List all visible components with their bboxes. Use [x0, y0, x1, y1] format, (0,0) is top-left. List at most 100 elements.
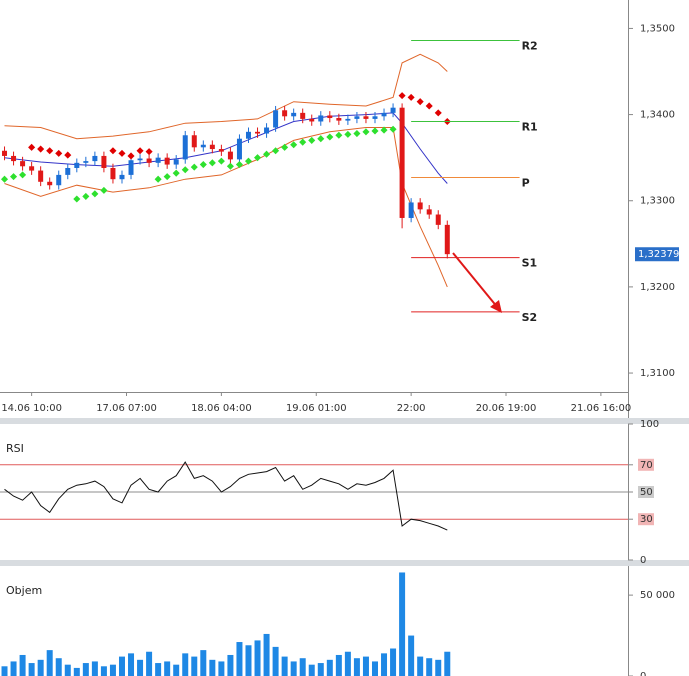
sar-dot: [344, 130, 352, 138]
sar-dot: [253, 154, 262, 162]
sar-dot: [235, 161, 243, 169]
y-tick-label: 1,3200: [640, 282, 675, 293]
candle-body: [282, 110, 288, 117]
candle-body: [101, 155, 107, 168]
panel-title: RSI: [6, 442, 24, 455]
volume-bar: [263, 633, 270, 676]
pivot-label: S1: [522, 257, 538, 270]
x-tick-label: 22:00: [397, 403, 426, 414]
volume-bar: [209, 659, 216, 676]
candle-body: [83, 161, 89, 163]
candle-body: [146, 158, 152, 163]
sar-dot: [407, 93, 415, 101]
candle-body: [309, 118, 315, 122]
pivot-label: P: [522, 176, 530, 189]
sar-dot: [145, 148, 153, 156]
volume-bar: [182, 653, 189, 676]
volume-bar: [362, 656, 369, 676]
candle-body: [164, 157, 170, 165]
volume-bar: [55, 658, 62, 676]
volume-bar: [417, 656, 424, 676]
volume-bar: [326, 659, 333, 676]
candle-body: [227, 151, 233, 160]
x-tick-label: 21.06 16:00: [571, 403, 632, 414]
volume-bar: [218, 661, 225, 676]
y-tick-label: 50 000: [640, 590, 675, 601]
candle-body: [56, 174, 62, 186]
candle-body: [2, 150, 8, 156]
sar-dot: [136, 147, 144, 155]
y-tick-label: 70: [640, 460, 653, 471]
candle-body: [399, 107, 405, 218]
volume-bar: [281, 656, 288, 676]
sar-dot: [425, 102, 433, 110]
arrow-head: [490, 300, 502, 313]
sar-dot: [244, 157, 253, 165]
sar-dot: [181, 166, 189, 174]
sar-dot: [389, 125, 397, 133]
sar-dot: [64, 151, 72, 159]
sar-dot: [163, 173, 171, 181]
sar-dot: [217, 157, 225, 165]
volume-bar: [272, 646, 279, 676]
x-tick-label: 14.06 10:00: [1, 403, 62, 414]
candle-body: [354, 116, 360, 119]
volume-bar: [236, 642, 243, 676]
tick-box: [638, 513, 654, 526]
candle-body: [444, 224, 450, 255]
candle-body: [65, 168, 71, 175]
sar-dot: [263, 150, 271, 158]
volume-bar: [299, 658, 306, 676]
x-tick-label: 20.06 19:00: [476, 403, 537, 414]
volume-bar: [317, 663, 324, 676]
volume-bar: [191, 656, 198, 676]
volume-bar: [371, 661, 378, 676]
pivot-label: R1: [522, 120, 538, 133]
sar-dot: [226, 162, 234, 170]
volume-bar: [109, 664, 116, 676]
candle-body: [11, 155, 17, 162]
volume-bar: [390, 648, 397, 676]
volume-bar: [28, 663, 35, 676]
volume-bar: [146, 651, 153, 676]
y-tick-label: 1,3100: [640, 368, 675, 379]
candle-body: [119, 174, 125, 180]
sar-dot: [10, 173, 18, 181]
candle-body: [47, 181, 53, 186]
sar-dot: [308, 136, 316, 144]
sar-dot: [335, 131, 343, 139]
candle-body: [363, 116, 369, 119]
volume-bar: [254, 640, 261, 676]
y-tick-label: 50: [640, 487, 653, 498]
volume-bar: [82, 663, 89, 676]
sar-dot: [28, 143, 36, 151]
y-tick-label: 100: [640, 419, 659, 430]
candle-body: [38, 170, 44, 182]
sar-dot: [199, 161, 207, 169]
sar-dot: [37, 145, 45, 153]
volume-bar: [308, 664, 315, 676]
candle-body: [92, 155, 98, 162]
volume-bar: [426, 658, 433, 676]
candle-body: [218, 149, 224, 152]
sar-dot: [371, 127, 379, 135]
forecast-arrow: [452, 252, 499, 309]
volume-bar: [227, 654, 234, 676]
candle-body: [318, 115, 324, 122]
volume-bar: [10, 661, 17, 676]
sar-dot: [172, 169, 180, 177]
sar-dot: [380, 126, 388, 134]
volume-bar: [19, 654, 26, 676]
sar-dot: [109, 147, 117, 155]
volume-bar: [91, 661, 98, 676]
candle-body: [155, 157, 161, 163]
candle-body: [209, 144, 215, 150]
x-tick-label: 18.06 04:00: [191, 403, 252, 414]
sar-dot: [353, 130, 361, 138]
y-tick-label: 1,3500: [640, 23, 675, 34]
volume-bar: [118, 656, 125, 676]
volume-bar: [137, 659, 144, 676]
candle-body: [173, 159, 179, 165]
volume-bar: [435, 659, 442, 676]
